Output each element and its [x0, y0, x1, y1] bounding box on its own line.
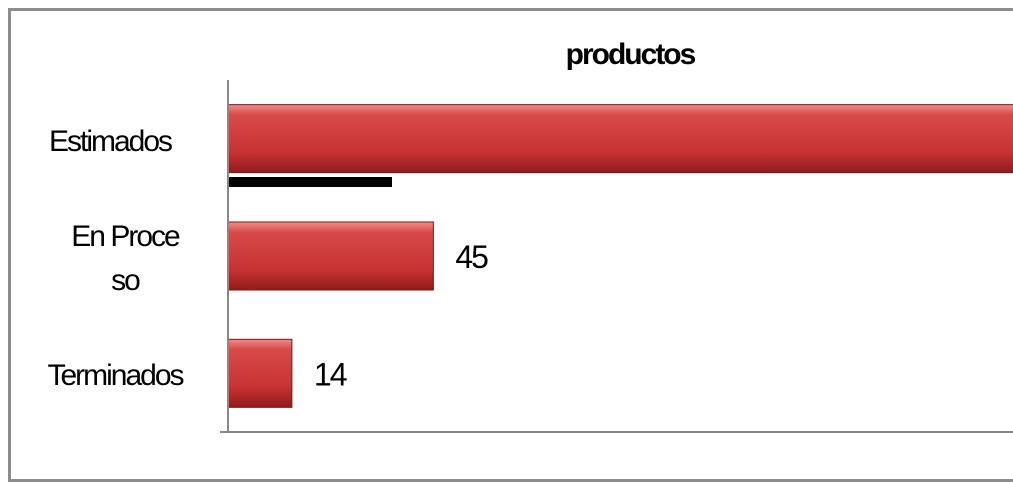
data-label: 14 [314, 356, 347, 392]
y-tick-label: Terminados [47, 359, 184, 393]
chart-title: productos [566, 38, 696, 71]
decoration-line [228, 177, 392, 187]
y-tick-label: En Proceso [71, 220, 180, 297]
data-label: 45 [455, 239, 488, 275]
bar [228, 104, 1013, 174]
plot-area [228, 104, 1013, 408]
bar [228, 221, 434, 291]
bar [228, 338, 293, 408]
y-tick-label: Estimados [48, 124, 173, 158]
